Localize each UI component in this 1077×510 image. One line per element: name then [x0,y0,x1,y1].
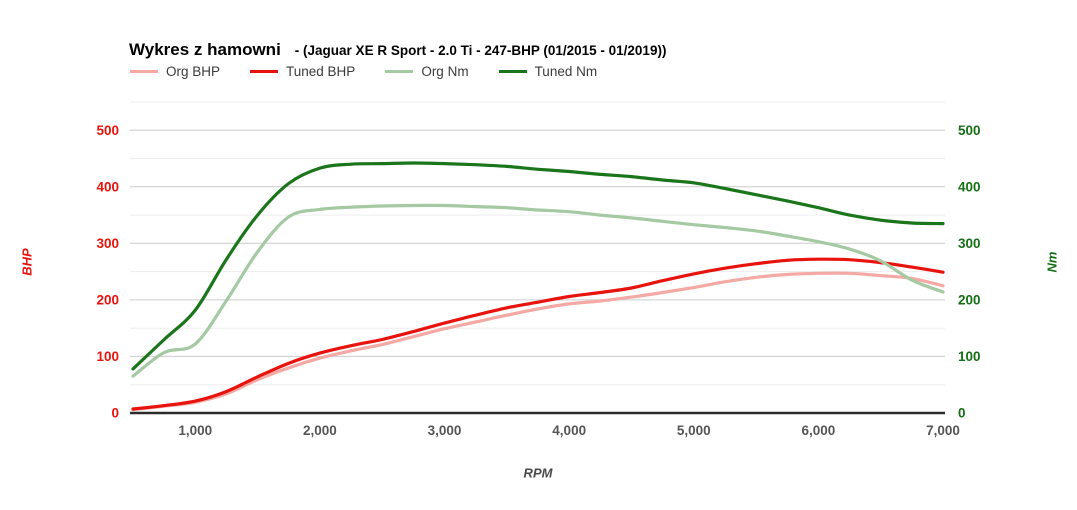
x-axis-title: RPM [523,465,553,481]
legend-label: Tuned BHP [286,64,356,79]
left-tick-label: 500 [96,123,119,138]
series-line-tuned-nm [131,161,945,371]
right-tick-label: 100 [958,349,981,364]
x-tick-label: 7,000 [926,423,960,438]
legend-item-tuned-nm: Tuned Nm [498,64,598,79]
legend-item-org-bhp: Org BHP [130,64,220,79]
legend-label: Org BHP [166,64,221,79]
series-line-tuned-bhp [131,257,945,411]
x-tick-label: 2,000 [303,423,337,438]
left-tick-label: 0 [111,406,119,421]
chart-title-row: Wykres z hamowni - (Jaguar XE R Sport - … [129,40,666,60]
right-axis-title: Nm [1044,251,1060,273]
legend-item-org-nm: Org Nm [385,64,469,79]
legend-line-swatch [385,70,414,73]
x-tick-label: 6,000 [802,423,836,438]
x-tick-label: 3,000 [428,423,462,438]
x-tick-label: 4,000 [552,423,586,438]
legend-line-swatch [498,70,527,73]
legend-line-swatch [250,70,279,73]
left-tick-label: 100 [96,349,119,364]
right-tick-label: 200 [958,292,981,307]
chart-title: Wykres z hamowni [129,40,281,59]
x-tick-label: 1,000 [178,423,212,438]
left-axis-title: BHP [19,248,35,276]
legend-line-swatch [130,70,158,73]
right-tick-label: 0 [958,406,966,421]
series-line-org-nm [131,203,945,378]
right-tick-label: 300 [958,236,981,251]
left-tick-label: 400 [96,179,119,194]
left-tick-label: 200 [96,292,119,307]
right-tick-label: 400 [958,179,981,194]
chart-subtitle: - (Jaguar XE R Sport - 2.0 Ti - 247-BHP … [294,43,667,58]
legend-label: Tuned Nm [534,64,598,79]
x-tick-label: 5,000 [677,423,711,438]
series-line-org-bhp [131,271,945,412]
chart-legend: Org BHP Tuned BHP Org Nm Tuned Nm [130,64,597,79]
right-tick-label: 500 [958,123,981,138]
legend-item-tuned-bhp: Tuned BHP [250,64,355,79]
left-tick-label: 300 [96,236,119,251]
legend-label: Org Nm [421,64,469,79]
